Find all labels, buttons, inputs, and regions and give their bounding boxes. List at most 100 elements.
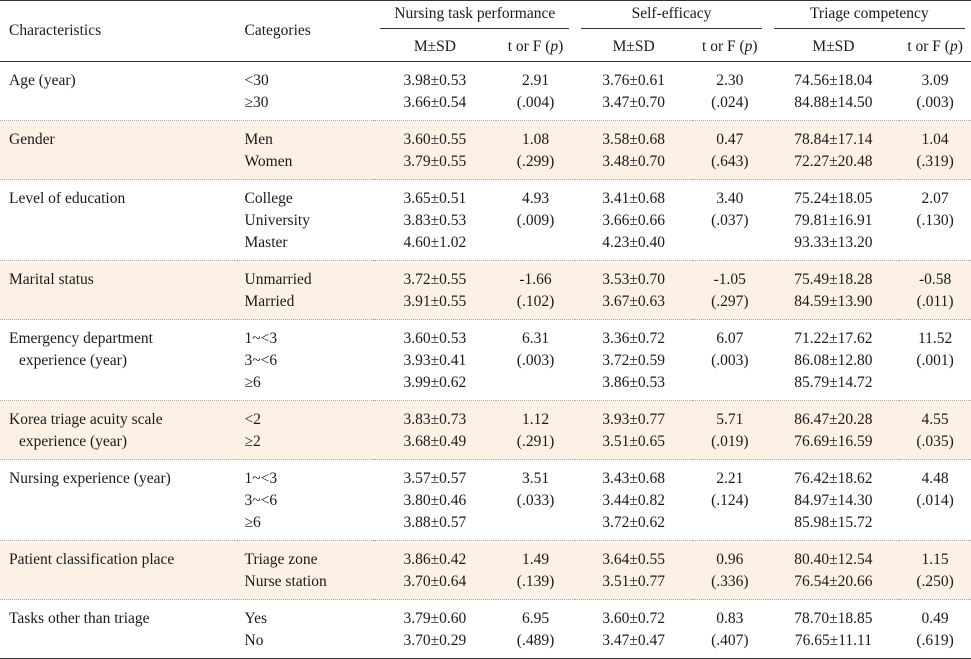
- cell-line: 3.44±0.82: [602, 492, 666, 509]
- category-cell: Yes No: [237, 600, 375, 659]
- cell-line: (.407): [711, 632, 749, 649]
- se-msd-cell: 3.60±0.72 3.47±0.47: [575, 600, 692, 659]
- table-row: Emergency department experience (year) 1~<…: [0, 320, 971, 401]
- cell-line: University: [244, 212, 310, 229]
- cell-line: (.019): [711, 433, 749, 450]
- cell-line: Master: [244, 234, 288, 251]
- cell-line: 2.21: [716, 470, 744, 487]
- cell-line: ≥30: [244, 94, 269, 111]
- cell-line: 2.91: [521, 72, 550, 89]
- cell-line: (.139): [516, 573, 555, 590]
- cell-line: -0.58: [918, 271, 952, 288]
- cell-line: No: [244, 632, 264, 649]
- header-tf: t or F (p): [702, 37, 758, 55]
- tc-msd-cell: 76.42±18.62 84.97±14.30 85.98±15.72: [768, 460, 900, 541]
- table-row: Marital status Unmarried Married 3.72±0.55 3…: [0, 260, 971, 320]
- se-tf-cell: 5.71 (.019): [691, 400, 768, 460]
- cell-line: 84.97±14.30: [794, 492, 873, 509]
- cell-line: 3.60±0.53: [403, 330, 467, 347]
- cell-line: 6.95: [521, 610, 550, 627]
- header-tf: t or F (p): [507, 37, 564, 55]
- ntp-msd-cell: 3.60±0.53 3.93±0.41 3.99±0.62: [374, 320, 496, 401]
- tc-msd-cell: 75.24±18.05 79.81±16.91 93.33±13.20: [768, 180, 900, 261]
- cell-line: 78.70±18.85: [794, 610, 873, 627]
- category-cell: Triage zone Nurse station: [236, 540, 375, 600]
- header-categories: Categories: [244, 22, 311, 39]
- cell-line: Emergency department: [9, 330, 153, 347]
- header-tf: t or F (p): [907, 37, 963, 55]
- cell-line: 76.42±18.62: [794, 470, 873, 487]
- cell-line: 3.83±0.73: [403, 411, 467, 428]
- cell-line: 3.88±0.57: [403, 514, 467, 531]
- cell-line: Nursing experience (year): [9, 470, 171, 487]
- cell-line: 84.88±14.50: [794, 94, 873, 111]
- tc-msd-cell: 71.22±17.62 86.08±12.80 85.79±14.72: [768, 320, 900, 401]
- cell-line: (.003): [516, 352, 555, 369]
- cell-line: Age (year): [9, 72, 76, 89]
- cell-line: 2.30: [716, 72, 744, 89]
- cell-line: 0.49: [921, 610, 949, 627]
- cell-line: -1.05: [713, 271, 746, 288]
- cell-line: 3.83±0.53: [403, 212, 467, 229]
- header-msd: M±SD: [812, 37, 855, 55]
- cell-line: 3.70±0.29: [403, 632, 467, 649]
- ntp-msd-cell: 3.57±0.57 3.80±0.46 3.88±0.57: [374, 460, 496, 541]
- cell-line: 76.54±20.66: [794, 573, 873, 590]
- cell-line: 3.80±0.46: [403, 492, 467, 509]
- cell-line: 1.04: [921, 131, 949, 148]
- ntp-tf-cell: 6.31 (.003): [496, 320, 576, 401]
- cell-line: Tasks other than triage: [9, 610, 150, 627]
- category-cell: College University Master: [237, 180, 375, 261]
- cell-line: (.299): [516, 153, 555, 170]
- cell-line: 3.72±0.59: [602, 352, 666, 369]
- cell-line: (.297): [711, 293, 749, 310]
- category-cell: 1~<3 3~<6 ≥6: [237, 320, 375, 401]
- cell-line: 78.84±17.14: [794, 131, 873, 148]
- cell-line: 3.65±0.51: [403, 190, 467, 207]
- cell-line: 3.53±0.70: [602, 271, 666, 288]
- characteristic-cell: Patient classification place: [0, 540, 237, 600]
- header-row-stats: M±SD t or F (p) M±SD t or F (p) M±SD t o…: [0, 32, 971, 62]
- cell-line: 3.93±0.77: [602, 411, 666, 428]
- tc-msd-cell: 86.47±20.28 76.69±16.59: [767, 400, 900, 460]
- cell-line: 2.07: [921, 190, 949, 207]
- cell-line: 3.91±0.55: [403, 293, 467, 310]
- cell-line: 4.93: [521, 190, 550, 207]
- header-row-groups: Characteristics Categories Nursing task …: [0, 0, 971, 39]
- cell-line: 3.60±0.72: [602, 610, 666, 627]
- cell-line: (.102): [516, 293, 555, 310]
- header-group-se: Self-efficacy: [575, 1, 767, 33]
- header-msd: M±SD: [612, 37, 655, 55]
- cell-line: 3.41±0.68: [602, 190, 666, 207]
- tc-tf-cell: 1.04 (.319): [899, 120, 971, 180]
- category-cell: 1~<3 3~<6 ≥6: [237, 460, 375, 541]
- cell-line: 0.96: [716, 551, 744, 568]
- cell-line: Women: [244, 153, 293, 170]
- cell-line: 3.64±0.55: [602, 551, 666, 568]
- cell-line: 3.86±0.42: [403, 551, 467, 568]
- header-characteristics: Characteristics: [9, 22, 102, 39]
- group-title-tc: Triage competency: [773, 5, 965, 29]
- cell-line: 85.79±14.72: [794, 374, 873, 391]
- cell-line: (.033): [516, 492, 555, 509]
- se-tf-cell: 2.30 (.024): [692, 62, 768, 121]
- cell-line: (.003): [711, 352, 749, 369]
- table-row: Nursing experience (year) 1~<3 3~<6 ≥6 3.57±…: [0, 460, 971, 541]
- cell-line: 3.47±0.70: [602, 94, 666, 111]
- tc-tf-cell: 4.55 (.035): [899, 400, 971, 460]
- cell-line: experience (year): [19, 352, 127, 369]
- se-tf-cell: 0.83 (.407): [692, 600, 768, 659]
- cell-line: (.011): [916, 293, 954, 310]
- tc-tf-cell: 11.52 (.001): [899, 320, 971, 401]
- tc-tf-cell: 3.09 (.003): [899, 62, 971, 121]
- cell-line: 4.48: [921, 470, 949, 487]
- cell-line: (.489): [516, 632, 555, 649]
- cell-line: 74.56±18.04: [794, 72, 873, 89]
- cell-line: 3.76±0.61: [602, 72, 666, 89]
- tc-tf-cell: 1.15 (.250): [899, 540, 971, 600]
- cell-line: 1~<3: [244, 330, 278, 347]
- cell-line: 3.09: [921, 72, 949, 89]
- cell-line: (.001): [916, 352, 954, 369]
- cell-line: 93.33±13.20: [794, 234, 873, 251]
- category-cell: <30 ≥30: [237, 62, 375, 121]
